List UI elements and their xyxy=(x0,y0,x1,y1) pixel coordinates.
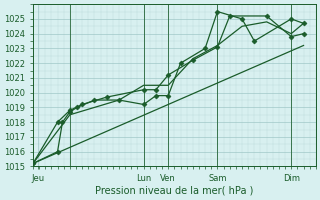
X-axis label: Pression niveau de la mer( hPa ): Pression niveau de la mer( hPa ) xyxy=(95,186,253,196)
